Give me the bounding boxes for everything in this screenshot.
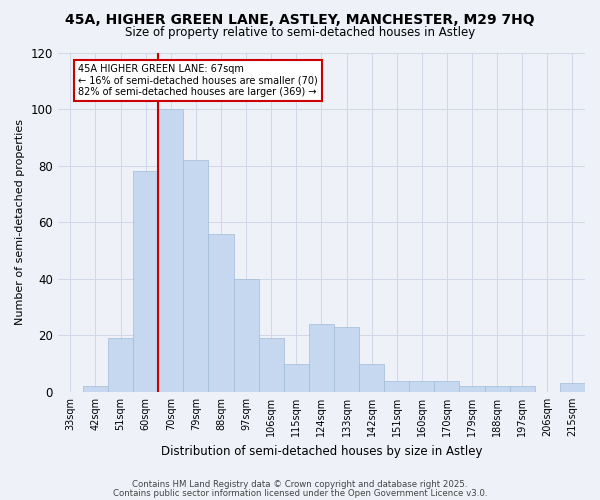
X-axis label: Distribution of semi-detached houses by size in Astley: Distribution of semi-detached houses by … xyxy=(161,444,482,458)
Bar xyxy=(509,386,535,392)
Bar xyxy=(284,364,309,392)
Bar xyxy=(83,386,108,392)
Text: 45A HIGHER GREEN LANE: 67sqm
← 16% of semi-detached houses are smaller (70)
82% : 45A HIGHER GREEN LANE: 67sqm ← 16% of se… xyxy=(78,64,317,97)
Bar xyxy=(409,380,434,392)
Bar xyxy=(384,380,409,392)
Bar xyxy=(434,380,460,392)
Bar xyxy=(184,160,208,392)
Bar xyxy=(334,327,359,392)
Bar xyxy=(460,386,485,392)
Bar xyxy=(259,338,284,392)
Text: 45A, HIGHER GREEN LANE, ASTLEY, MANCHESTER, M29 7HQ: 45A, HIGHER GREEN LANE, ASTLEY, MANCHEST… xyxy=(65,12,535,26)
Bar xyxy=(485,386,509,392)
Bar xyxy=(133,172,158,392)
Bar xyxy=(208,234,233,392)
Text: Size of property relative to semi-detached houses in Astley: Size of property relative to semi-detach… xyxy=(125,26,475,39)
Text: Contains HM Land Registry data © Crown copyright and database right 2025.: Contains HM Land Registry data © Crown c… xyxy=(132,480,468,489)
Bar xyxy=(560,384,585,392)
Y-axis label: Number of semi-detached properties: Number of semi-detached properties xyxy=(15,119,25,325)
Bar xyxy=(108,338,133,392)
Bar xyxy=(309,324,334,392)
Bar xyxy=(233,279,259,392)
Text: Contains public sector information licensed under the Open Government Licence v3: Contains public sector information licen… xyxy=(113,488,487,498)
Bar xyxy=(158,109,184,392)
Bar xyxy=(359,364,384,392)
